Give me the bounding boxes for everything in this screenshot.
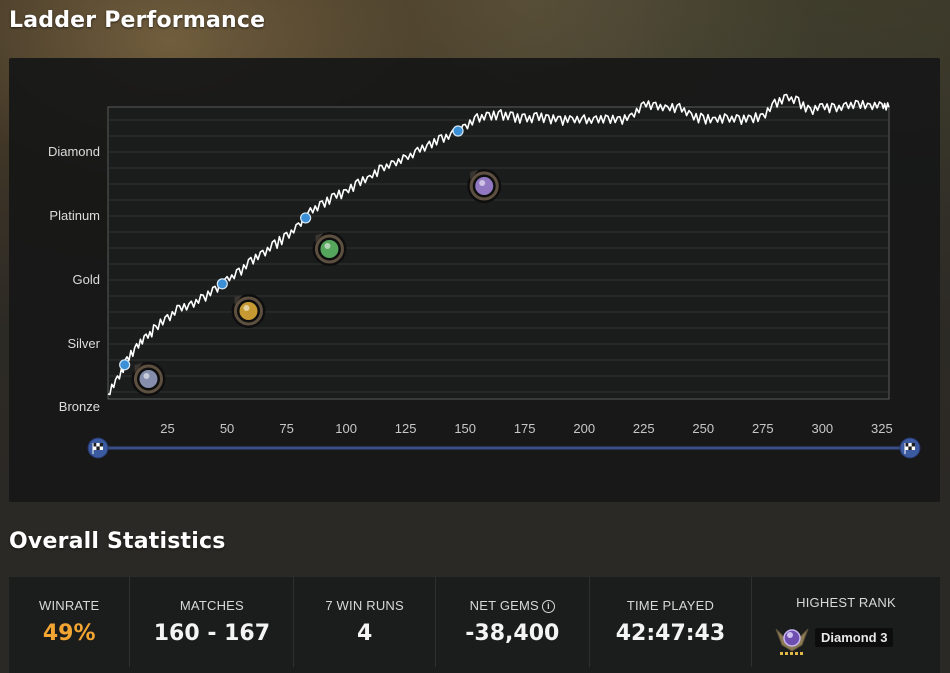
net-gems-label-row: NET GEMS i xyxy=(436,598,589,613)
info-icon[interactable]: i xyxy=(541,600,555,613)
rank-emblem-platinum-icon xyxy=(312,232,347,266)
x-tick-label: 125 xyxy=(395,421,417,436)
y-tick-label-gold: Gold xyxy=(73,272,100,287)
ladder-chart-panel: Bronze Silver Gold Platinum Diamond 25 50 75 100… xyxy=(9,58,940,502)
highest-rank-value: Diamond 3 xyxy=(815,628,894,647)
range-end-handle-flag-icon[interactable] xyxy=(899,437,921,459)
rank-emblem-bronze-icon xyxy=(131,362,166,396)
x-tick-label: 225 xyxy=(633,421,655,436)
stat-highest-rank: HIGHEST RANK Diamond 3 xyxy=(752,577,940,667)
range-start-handle-flag-icon[interactable] xyxy=(87,437,109,459)
winrate-label: WINRATE xyxy=(38,598,100,613)
ladder-chart: Bronze Silver Gold Platinum Diamond 25 50 75 100… xyxy=(48,93,921,459)
x-tick-label: 150 xyxy=(454,421,476,436)
diamond-rank-emblem-icon xyxy=(775,628,809,655)
x-tick-label: 50 xyxy=(220,421,234,436)
rank-emblem-diamond-icon xyxy=(467,169,502,203)
y-tick-label-bronze: Bronze xyxy=(59,399,100,414)
plot-area xyxy=(107,106,890,400)
ladder-rank-line xyxy=(107,93,890,396)
stat-7-win-runs: 7 WIN RUNS 4 xyxy=(294,577,436,667)
time-played-label: TIME PLAYED xyxy=(626,598,715,613)
stat-winrate: WINRATE 49% xyxy=(9,577,131,667)
winrate-value: 49% xyxy=(42,621,96,646)
stat-net-gems: NET GEMS i -38,400 xyxy=(436,577,590,667)
x-tick-label: 100 xyxy=(335,421,357,436)
y-tick-label-silver: Silver xyxy=(67,336,100,351)
rank-up-marker-platinum xyxy=(300,212,312,224)
x-tick-label: 175 xyxy=(514,421,536,436)
net-gems-label: NET GEMS xyxy=(469,598,539,613)
x-tick-label: 200 xyxy=(573,421,595,436)
stat-matches: MATCHES 160 - 167 xyxy=(130,577,295,667)
y-tick-label-diamond: Diamond xyxy=(48,144,100,159)
highest-rank-badge: Diamond 3 xyxy=(770,623,920,659)
seven-win-runs-label: 7 WIN RUNS xyxy=(325,598,404,613)
overall-statistics-title: Overall Statistics xyxy=(9,529,226,554)
stats-panel: WINRATE 49% MATCHES 160 - 167 7 WIN RUNS… xyxy=(9,577,940,673)
stat-time-played: TIME PLAYED 42:47:43 xyxy=(590,577,753,667)
x-tick-label: 75 xyxy=(279,421,293,436)
rank-up-marker-gold xyxy=(216,278,228,290)
x-tick-label: 25 xyxy=(160,421,174,436)
x-tick-label: 275 xyxy=(752,421,774,436)
matches-label: MATCHES xyxy=(179,598,244,613)
rank-up-marker-diamond xyxy=(452,125,464,137)
net-gems-value: -38,400 xyxy=(465,621,560,646)
highest-rank-label: HIGHEST RANK xyxy=(796,595,896,610)
matches-value: 160 - 167 xyxy=(153,621,271,646)
ladder-performance-title: Ladder Performance xyxy=(9,8,266,33)
y-tick-label-platinum: Platinum xyxy=(49,208,100,223)
rank-emblem-gold-icon xyxy=(231,294,266,328)
time-played-value: 42:47:43 xyxy=(615,621,726,646)
x-tick-label: 325 xyxy=(871,421,893,436)
x-tick-label: 250 xyxy=(692,421,714,436)
seven-win-runs-value: 4 xyxy=(356,621,373,646)
x-tick-label: 300 xyxy=(811,421,833,436)
rank-up-marker-silver xyxy=(119,359,131,371)
